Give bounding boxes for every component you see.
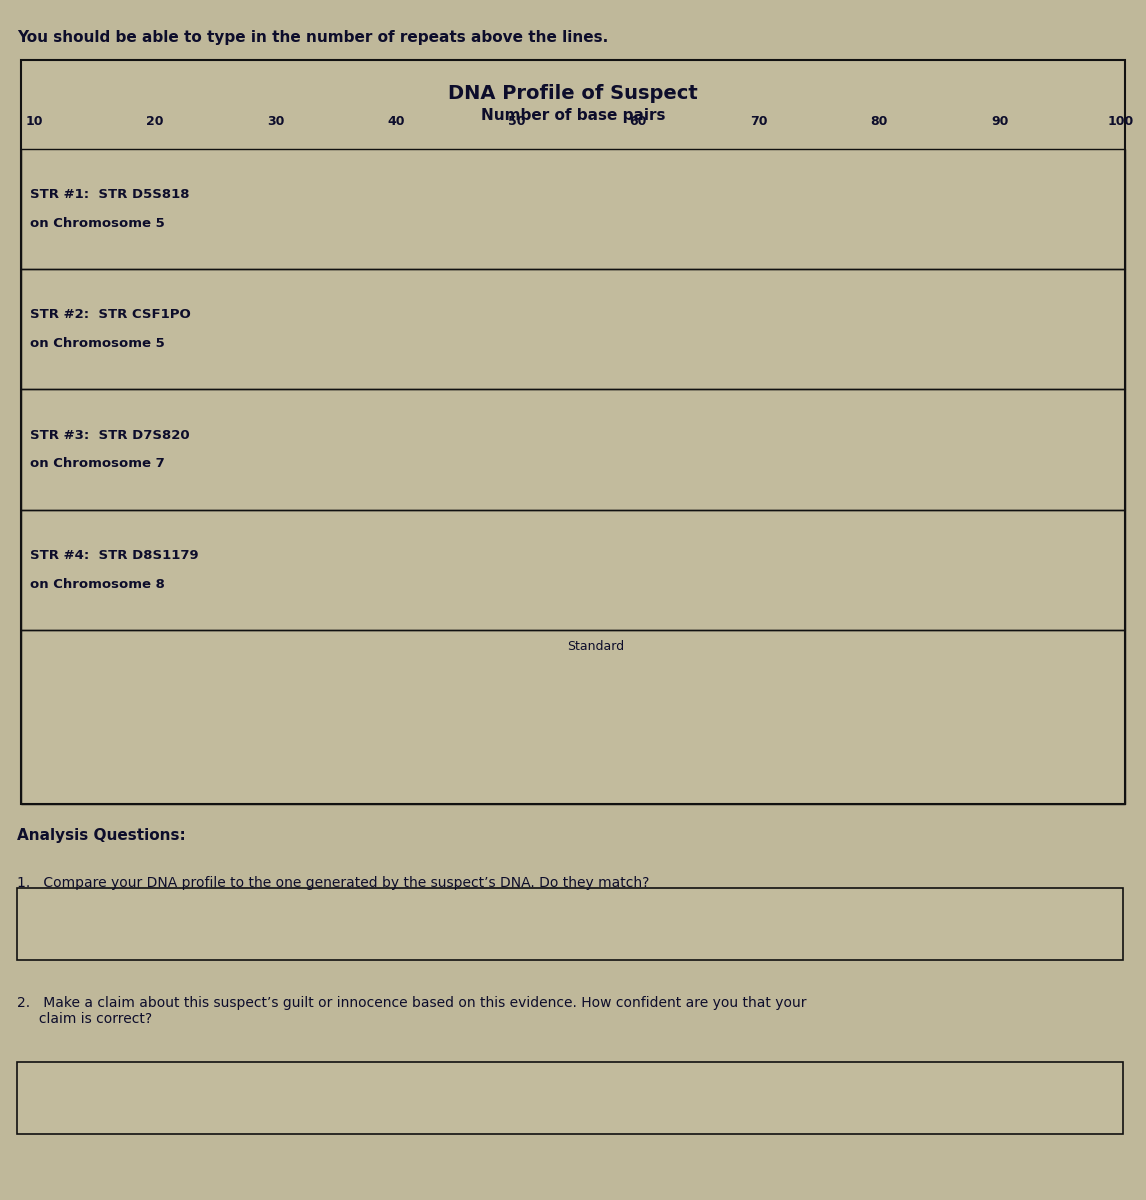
Text: 20: 20 bbox=[147, 115, 164, 128]
Text: STR #4:  STR D8S1179: STR #4: STR D8S1179 bbox=[30, 548, 198, 562]
Text: 90: 90 bbox=[991, 115, 1008, 128]
Text: on Chromosome 5: on Chromosome 5 bbox=[30, 217, 165, 230]
Text: 100: 100 bbox=[1108, 115, 1133, 128]
Text: 50: 50 bbox=[509, 115, 526, 128]
Text: 80: 80 bbox=[871, 115, 888, 128]
Text: STR #2:  STR CSF1PO: STR #2: STR CSF1PO bbox=[30, 308, 190, 322]
Text: 1.   Compare your DNA profile to the one generated by the suspect’s DNA. Do they: 1. Compare your DNA profile to the one g… bbox=[17, 876, 650, 890]
Text: 70: 70 bbox=[749, 115, 768, 128]
Text: on Chromosome 5: on Chromosome 5 bbox=[30, 337, 165, 350]
Text: STR #3:  STR D7S820: STR #3: STR D7S820 bbox=[30, 428, 189, 442]
Text: 40: 40 bbox=[387, 115, 406, 128]
Text: 2.   Make a claim about this suspect’s guilt or innocence based on this evidence: 2. Make a claim about this suspect’s gui… bbox=[17, 996, 807, 1026]
Text: 30: 30 bbox=[267, 115, 284, 128]
Text: 10: 10 bbox=[25, 115, 44, 128]
Text: on Chromosome 7: on Chromosome 7 bbox=[30, 457, 165, 470]
Text: STR #1:  STR D5S818: STR #1: STR D5S818 bbox=[30, 188, 189, 202]
Text: You should be able to type in the number of repeats above the lines.: You should be able to type in the number… bbox=[17, 30, 609, 44]
Text: 60: 60 bbox=[629, 115, 646, 128]
Text: Number of base pairs: Number of base pairs bbox=[481, 108, 665, 122]
Text: Analysis Questions:: Analysis Questions: bbox=[17, 828, 186, 842]
Text: DNA Profile of Suspect: DNA Profile of Suspect bbox=[448, 84, 698, 103]
Text: Standard: Standard bbox=[567, 640, 625, 653]
Text: on Chromosome 8: on Chromosome 8 bbox=[30, 577, 165, 590]
